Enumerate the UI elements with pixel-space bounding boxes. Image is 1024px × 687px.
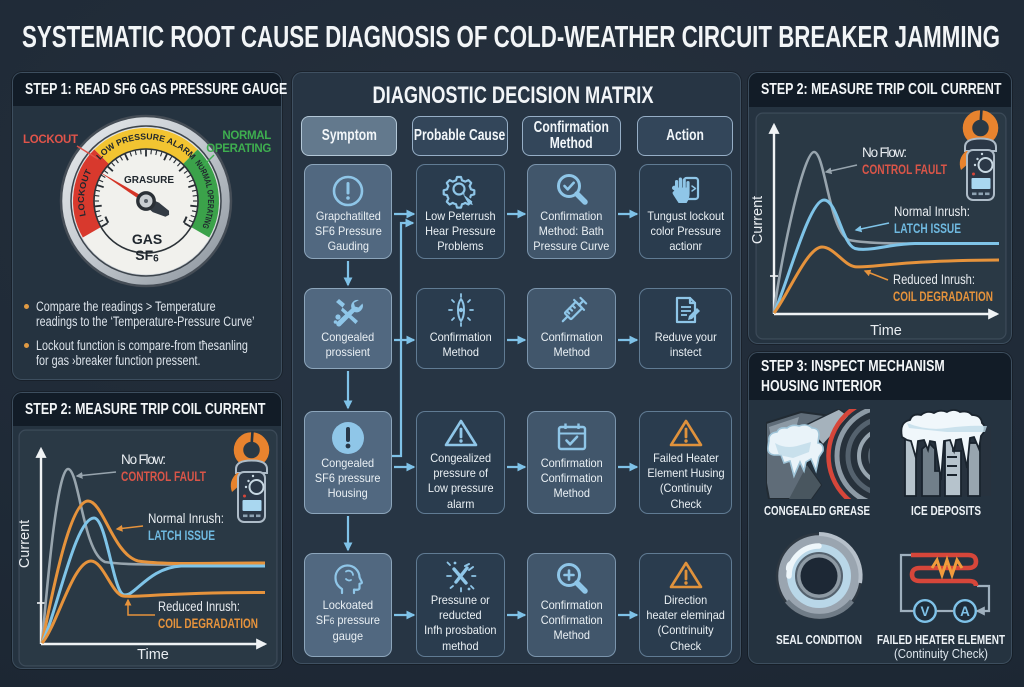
- svg-text:NORMAL: NORMAL: [222, 130, 271, 142]
- svg-text:OPERATING: OPERATING: [206, 143, 271, 155]
- svg-text:CONTROL FAULT: CONTROL FAULT: [121, 469, 207, 484]
- svg-text:CONGEALED GREASE: CONGEALED GREASE: [764, 504, 870, 518]
- svg-text:FAILED HEATER ELEMENT: FAILED HEATER ELEMENT: [877, 633, 1005, 647]
- svg-text:ICE DEPOSITS: ICE DEPOSITS: [911, 504, 981, 518]
- svg-text:LATCH ISSUE: LATCH ISSUE: [148, 528, 215, 543]
- svg-text:SEAL CONDITION: SEAL CONDITION: [776, 633, 862, 647]
- svg-text:LOCKOUT: LOCKOUT: [23, 134, 78, 146]
- svg-text:GRASURE: GRASURE: [124, 175, 174, 186]
- svg-text:Normal Inrush:: Normal Inrush:: [148, 511, 224, 526]
- svg-text:CONTROL FAULT: CONTROL FAULT: [862, 162, 948, 177]
- svg-text:DIAGNOSTIC DECISION MATRIX: DIAGNOSTIC DECISION MATRIX: [373, 82, 654, 109]
- svg-text:A: A: [960, 604, 970, 619]
- svg-text:Reduced Inrush:: Reduced Inrush:: [893, 272, 975, 287]
- svg-text:No Flow:: No Flow:: [121, 452, 166, 467]
- svg-text:COIL DEGRADATION: COIL DEGRADATION: [893, 289, 993, 304]
- svg-text:COIL DEGRADATION: COIL DEGRADATION: [158, 616, 258, 631]
- svg-text:Current: Current: [17, 520, 33, 568]
- svg-text:Time: Time: [137, 647, 169, 663]
- svg-text:GAS: GAS: [132, 231, 162, 247]
- svg-text:No Flow:: No Flow:: [862, 145, 907, 160]
- svg-text:Reduced Inrush:: Reduced Inrush:: [158, 599, 240, 614]
- svg-text:Normal Inrush:: Normal Inrush:: [894, 204, 970, 219]
- svg-text:Time: Time: [870, 323, 902, 339]
- svg-text:(Continuity Check): (Continuity Check): [894, 647, 988, 661]
- svg-text:SYSTEMATIC ROOT CAUSE DIAGNOSI: SYSTEMATIC ROOT CAUSE DIAGNOSIS OF COLD-…: [22, 20, 1000, 54]
- svg-text:V: V: [920, 604, 929, 619]
- svg-text:LATCH ISSUE: LATCH ISSUE: [894, 221, 961, 236]
- svg-text:Current: Current: [750, 196, 766, 244]
